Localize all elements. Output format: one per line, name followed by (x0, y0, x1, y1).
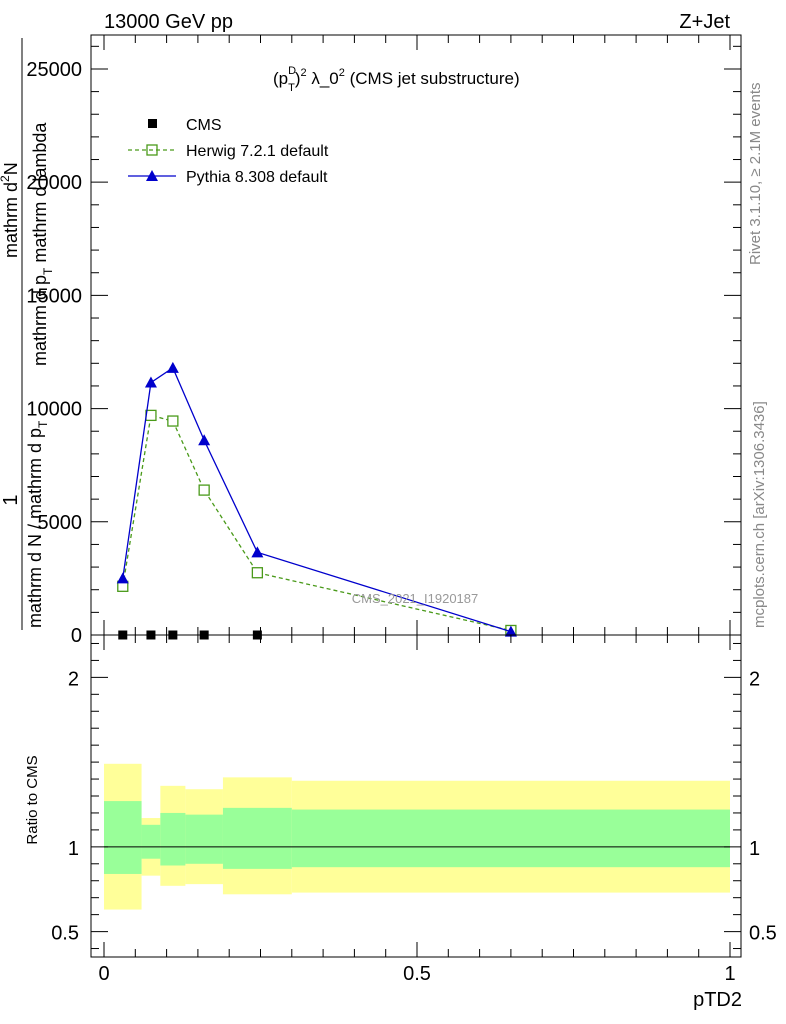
title-close: ) (295, 69, 301, 88)
ylabel-num2-rest: mathrm d lambda (30, 122, 50, 268)
ratio-ylabel: Ratio to CMS (24, 755, 41, 844)
ylabel-den-sub: T (36, 420, 50, 428)
ylabel-num2-sub: T (41, 267, 55, 275)
legend-marker-herwig (146, 144, 158, 156)
y-tick-label: 25000 (26, 59, 82, 81)
title-sub-t: T (288, 82, 295, 94)
ratio-band-green (185, 814, 223, 864)
pythia-data-point (116, 572, 129, 584)
x-tick-label: 0 (98, 963, 109, 985)
ylabel-num-sup: 2 (0, 175, 12, 182)
pythia-data-point (166, 361, 179, 373)
ylabel-num-n: N (1, 162, 21, 175)
y-tick-label: 15000 (26, 285, 82, 307)
y-tick-label: 20000 (26, 172, 82, 194)
legend: CMS Herwig 7.2.1 default Pythia 8.308 de… (128, 117, 329, 186)
mcplots-label: mcplots.cern.ch [arXiv:1306.3436] (751, 401, 768, 628)
y-tick-label: 5000 (38, 512, 83, 534)
legend-label-herwig: Herwig 7.2.1 default (186, 143, 329, 160)
ratio-band-green (291, 809, 730, 868)
x-tick-label: 0.5 (403, 963, 431, 985)
title-mid: λ_0 (307, 69, 339, 88)
pythia-series-line (122, 366, 512, 633)
ratio-panel: 0.5 0.5 1 1 2 2 0 0.5 1 (51, 635, 777, 985)
ratio-y-tick-label-left: 0.5 (51, 923, 79, 945)
ylabel-one: 1 (0, 494, 22, 505)
herwig-data-point (251, 567, 264, 579)
title-sup-d: D (288, 65, 296, 77)
pythia-data-point (504, 625, 517, 637)
main-panel: 0 5000 10000 15000 20000 25000 (26, 34, 742, 647)
pythia-data-point (251, 546, 264, 558)
ratio-band-green (141, 824, 161, 859)
title-p: (p (273, 69, 288, 88)
energy-label: 13000 GeV pp (104, 11, 233, 33)
herwig-data-point (167, 415, 179, 427)
process-label: Z+Jet (679, 11, 730, 33)
pythia-data-point (144, 376, 157, 388)
ylabel-numerator-2: mathrm d pT mathrm d lambda (30, 122, 55, 366)
rivet-label: Rivet 3.1.10, ≥ 2.1M events (747, 83, 764, 266)
ratio-y-tick-label-left: 1 (68, 838, 79, 860)
herwig-data-point (145, 409, 157, 422)
title-sup-2b: 2 (339, 67, 345, 79)
title-sup-2: 2 (300, 67, 306, 79)
ratio-band-green (104, 801, 142, 874)
watermark: CMS_2021_I1920187 (352, 591, 479, 606)
ylabel-den-main: mathrm d N / mathrm d p (25, 428, 45, 628)
x-tick-label: 1 (724, 963, 735, 985)
herwig-series-line (122, 414, 512, 632)
ratio-y-tick-label-right: 2 (749, 668, 760, 690)
chart-title: (pD T)2 λ_02 (CMS jet substructure) (273, 65, 520, 94)
herwig-data-point (198, 484, 210, 496)
ratio-y-tick-label-left: 2 (68, 668, 79, 690)
ylabel-num-main: mathrm d (1, 182, 21, 258)
ratio-band-green (222, 807, 292, 869)
x-axis-label: pTD2 (693, 989, 742, 1011)
legend-marker-pythia (146, 170, 158, 181)
ylabel-num2-main: mathrm d p (30, 275, 50, 366)
y-axis-label: 1 mathrm d N / mathrm d pT mathrm d2N ma… (0, 38, 55, 630)
ylabel-denominator: mathrm d N / mathrm d pT (25, 420, 50, 628)
y-tick-label: 0 (71, 625, 82, 647)
legend-label-cms: CMS (186, 117, 222, 134)
pythia-data-point (198, 434, 211, 446)
legend-marker-cms (148, 119, 157, 128)
ratio-y-tick-label-right: 0.5 (749, 923, 777, 945)
legend-label-pythia: Pythia 8.308 default (186, 169, 328, 186)
y-tick-label: 10000 (26, 399, 82, 421)
ratio-y-tick-label-right: 1 (749, 838, 760, 860)
ylabel-numerator: mathrm d2N (0, 162, 21, 258)
ratio-band-green (160, 812, 186, 866)
title-rest: (CMS jet substructure) (345, 69, 520, 88)
ratio-frame (90, 634, 742, 958)
